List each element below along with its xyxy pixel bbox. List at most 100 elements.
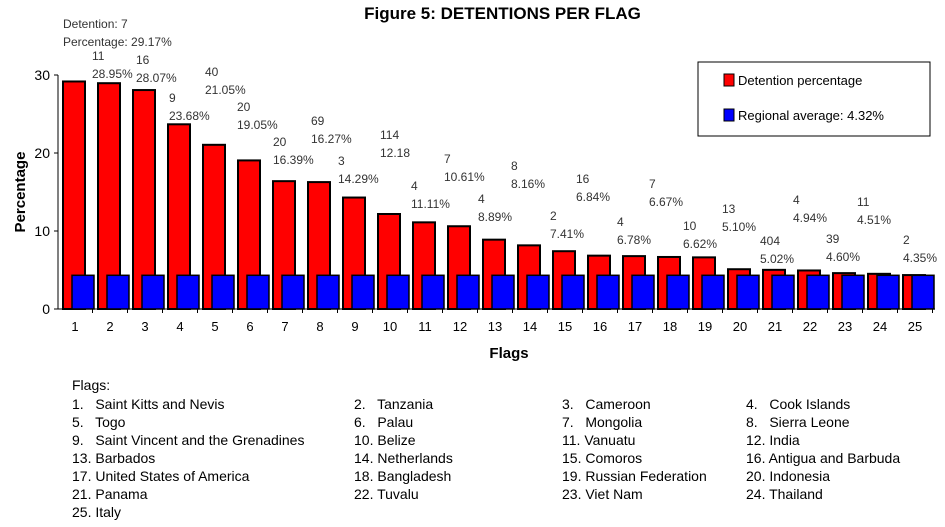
x-tick-label: 14 bbox=[523, 319, 537, 334]
data-label-percent: 5.10% bbox=[722, 220, 756, 234]
data-label-count: 16 bbox=[136, 53, 150, 67]
data-label-percent: 11.11% bbox=[411, 197, 450, 211]
legend-label: Detention percentage bbox=[738, 73, 862, 88]
data-label-percent: 4.94% bbox=[793, 211, 827, 225]
regional-average-bar bbox=[911, 274, 935, 310]
data-label-percent: 28.95% bbox=[92, 67, 133, 81]
x-tick-label: 16 bbox=[593, 319, 607, 334]
x-tick-label: 20 bbox=[733, 319, 747, 334]
data-label-percent: 8.89% bbox=[478, 210, 512, 224]
flag-item: 12. India bbox=[746, 432, 800, 448]
x-axis-label: Flags bbox=[489, 345, 528, 362]
data-label-percent: 5.02% bbox=[760, 252, 794, 266]
data-label-percent: 6.84% bbox=[576, 190, 610, 204]
data-label-count: 13 bbox=[722, 202, 736, 216]
regional-average-bar bbox=[876, 274, 900, 310]
regional-average-bar bbox=[71, 274, 95, 310]
data-label-count: 4 bbox=[617, 215, 624, 229]
data-label-count: 9 bbox=[169, 91, 176, 105]
regional-average-bar bbox=[211, 274, 235, 310]
x-tick-label: 3 bbox=[141, 319, 148, 334]
data-label-percent: 4.60% bbox=[826, 250, 860, 264]
x-tick-label: 24 bbox=[873, 319, 887, 334]
data-label-percent: 19.05% bbox=[237, 118, 278, 132]
x-tick-label: 7 bbox=[281, 319, 288, 334]
y-axis-label: Percentage bbox=[12, 152, 29, 233]
regional-average-bar bbox=[806, 274, 830, 310]
x-tick-label: 21 bbox=[768, 319, 782, 334]
data-label-percent: Percentage: 29.17% bbox=[63, 35, 172, 49]
data-label-percent: 28.07% bbox=[136, 71, 177, 85]
regional-average-bar bbox=[106, 274, 130, 310]
y-tick-label: 20 bbox=[34, 145, 50, 161]
data-label-percent: 8.16% bbox=[511, 177, 545, 191]
data-label-count: 404 bbox=[760, 234, 780, 248]
data-label-count: 20 bbox=[237, 100, 251, 114]
flag-item: 13. Barbados bbox=[72, 450, 156, 466]
data-label-percent: 4.35% bbox=[903, 251, 937, 265]
legend-swatch bbox=[723, 73, 735, 87]
data-label-count: 2 bbox=[550, 209, 557, 223]
flag-item: 17. United States of America bbox=[72, 468, 250, 484]
data-label-percent: 14.29% bbox=[338, 172, 379, 186]
data-label-count: 3 bbox=[338, 154, 345, 168]
flag-item: 7. Mongolia bbox=[562, 414, 643, 430]
data-label-percent: 7.41% bbox=[550, 227, 584, 241]
data-label-percent: 21.05% bbox=[205, 83, 246, 97]
data-label-count: Detention: 7 bbox=[63, 17, 128, 31]
flag-item: 10. Belize bbox=[354, 432, 416, 448]
x-tick-label: 22 bbox=[803, 319, 817, 334]
data-label-percent: 23.68% bbox=[169, 109, 210, 123]
data-label-count: 40 bbox=[205, 65, 219, 79]
regional-average-bar bbox=[456, 274, 480, 310]
regional-average-bar bbox=[491, 274, 515, 310]
data-label-count: 7 bbox=[444, 152, 451, 166]
x-tick-label: 1 bbox=[71, 319, 78, 334]
chart-title: Figure 5: DETENTIONS PER FLAG bbox=[364, 4, 641, 23]
regional-average-bar bbox=[701, 274, 725, 310]
data-label-count: 16 bbox=[576, 172, 590, 186]
y-tick-label: 30 bbox=[34, 67, 50, 83]
regional-average-bar bbox=[841, 274, 865, 310]
x-tick-label: 6 bbox=[246, 319, 253, 334]
x-tick-label: 25 bbox=[908, 319, 922, 334]
regional-average-bar bbox=[631, 274, 655, 310]
x-tick-label: 5 bbox=[211, 319, 218, 334]
flag-item: 19. Russian Federation bbox=[562, 468, 707, 484]
flag-item: 3. Cameroon bbox=[562, 396, 651, 412]
data-label-percent: 6.78% bbox=[617, 233, 651, 247]
x-tick-label: 4 bbox=[176, 319, 183, 334]
y-tick-label: 0 bbox=[42, 301, 50, 317]
data-label-count: 7 bbox=[649, 177, 656, 191]
data-label-count: 20 bbox=[273, 135, 287, 149]
flag-item: 15. Comoros bbox=[562, 450, 643, 466]
flag-item: 2. Tanzania bbox=[354, 396, 434, 412]
x-tick-label: 18 bbox=[663, 319, 677, 334]
flag-item: 1. Saint Kitts and Nevis bbox=[72, 396, 225, 412]
data-label-count: 11 bbox=[857, 195, 870, 209]
regional-average-bar bbox=[526, 274, 550, 310]
flag-item: 18. Bangladesh bbox=[354, 468, 452, 484]
data-label-percent: 6.62% bbox=[683, 237, 717, 251]
x-tick-label: 10 bbox=[383, 319, 397, 334]
data-label-percent: 4.51% bbox=[857, 213, 891, 227]
regional-average-bar bbox=[386, 274, 410, 310]
flag-item: 11. Vanuatu bbox=[562, 432, 636, 448]
flag-item: 25. Italy bbox=[72, 504, 122, 520]
flag-item: 16. Antigua and Barbuda bbox=[746, 450, 901, 466]
data-label-count: 4 bbox=[411, 179, 418, 193]
regional-average-bar bbox=[281, 274, 305, 310]
regional-average-bar bbox=[736, 274, 760, 310]
y-tick-label: 10 bbox=[34, 223, 50, 239]
x-tick-label: 17 bbox=[628, 319, 642, 334]
data-label-count: 39 bbox=[826, 232, 840, 246]
x-tick-label: 12 bbox=[453, 319, 467, 334]
regional-average-bar bbox=[141, 274, 165, 310]
legend-label: Regional average: 4.32% bbox=[738, 108, 884, 123]
flag-item: 24. Thailand bbox=[746, 486, 823, 502]
flags-heading: Flags: bbox=[72, 377, 111, 393]
x-tick-label: 8 bbox=[316, 319, 323, 334]
bar-chart: 0 10 20 30 Percentage Flags 1 Detention: 7 Perce… bbox=[12, 17, 937, 362]
data-label-count: 11 bbox=[92, 49, 105, 63]
regional-average-bar bbox=[561, 274, 585, 310]
